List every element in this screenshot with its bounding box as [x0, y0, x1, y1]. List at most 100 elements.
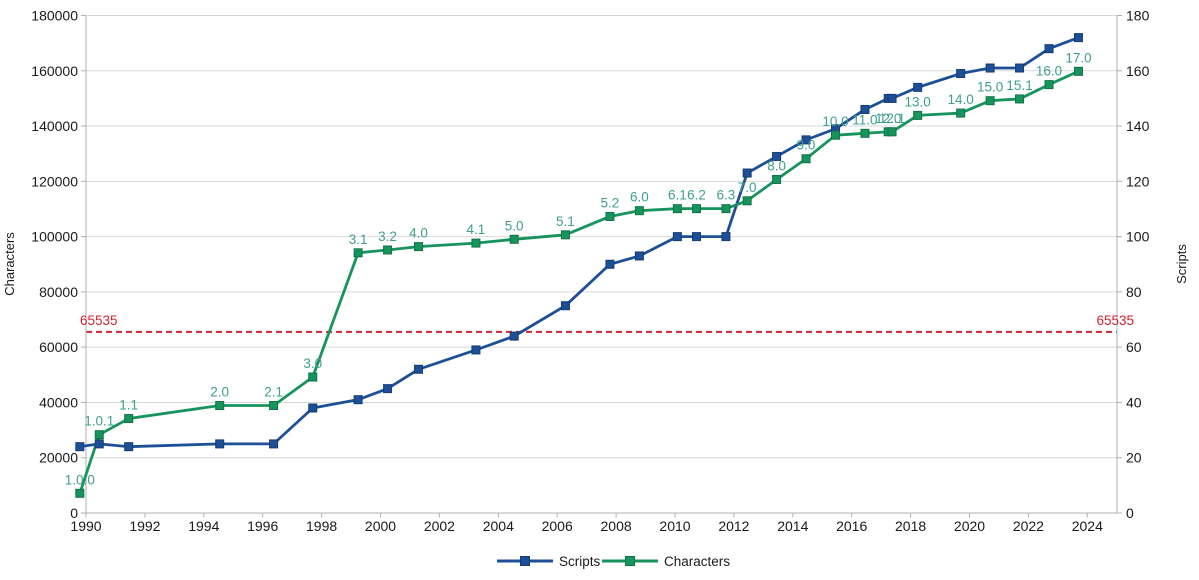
characters-marker	[308, 372, 318, 382]
y-left-tick-label: 140000	[31, 118, 78, 134]
characters-marker	[831, 130, 841, 140]
y-right-tick-label: 160	[1126, 63, 1150, 79]
characters-marker	[887, 127, 897, 137]
scripts-marker	[691, 232, 701, 242]
version-label: 16.0	[1036, 64, 1062, 79]
version-label: 3.2	[378, 229, 397, 244]
characters-marker	[383, 245, 393, 255]
x-tick-label: 2000	[365, 518, 396, 534]
scripts-marker	[913, 82, 923, 92]
y-right-tick-label: 120	[1126, 173, 1150, 189]
scripts-marker	[471, 345, 481, 355]
scripts-marker	[772, 151, 782, 161]
characters-marker	[985, 96, 995, 106]
version-label: 5.1	[556, 214, 575, 229]
characters-marker	[471, 238, 481, 248]
y-right-tick-label: 0	[1126, 505, 1134, 521]
characters-marker	[560, 230, 570, 240]
scripts-marker	[1073, 33, 1083, 43]
version-label: 1.1	[119, 398, 138, 413]
legend-characters-marker	[625, 556, 635, 566]
characters-marker	[269, 401, 279, 411]
reference-label-right: 65535	[1096, 313, 1134, 328]
characters-marker	[672, 204, 682, 214]
scripts-marker	[985, 63, 995, 73]
characters-marker	[1044, 80, 1054, 90]
y-left-tick-label: 40000	[39, 394, 78, 410]
x-tick-label: 2016	[836, 518, 867, 534]
scripts-marker	[215, 439, 225, 449]
scripts-marker	[742, 168, 752, 178]
version-label: 5.0	[505, 218, 524, 233]
reference-label-left: 65535	[80, 313, 118, 328]
x-tick-label: 2010	[659, 518, 690, 534]
x-tick-label: 2020	[954, 518, 985, 534]
characters-marker	[605, 211, 615, 221]
characters-marker	[353, 248, 363, 258]
scripts-marker	[634, 251, 644, 261]
version-label: 6.3	[717, 188, 736, 203]
legend-label-characters: Characters	[664, 554, 730, 569]
characters-marker	[913, 110, 923, 120]
characters-marker	[801, 154, 811, 164]
characters-marker	[956, 108, 966, 118]
scripts-marker	[605, 259, 615, 269]
characters-marker	[634, 206, 644, 216]
scripts-marker	[269, 439, 279, 449]
characters-marker	[215, 401, 225, 411]
version-label: 15.0	[977, 80, 1003, 95]
characters-marker	[94, 430, 104, 440]
x-tick-label: 2018	[895, 518, 926, 534]
x-tick-label: 2008	[601, 518, 632, 534]
y-left-tick-label: 60000	[39, 339, 78, 355]
scripts-marker	[308, 403, 318, 413]
x-tick-label: 2004	[483, 518, 514, 534]
x-tick-label: 1994	[188, 518, 219, 534]
scripts-marker	[956, 69, 966, 79]
version-label: 5.2	[601, 195, 620, 210]
scripts-marker	[560, 301, 570, 311]
characters-marker	[721, 204, 731, 214]
version-label: 1.0.0	[65, 472, 95, 487]
x-tick-label: 2024	[1072, 518, 1103, 534]
characters-marker	[742, 196, 752, 206]
scripts-marker	[94, 439, 104, 449]
scripts-marker	[383, 384, 393, 394]
x-tick-label: 1996	[247, 518, 278, 534]
version-label: 3.0	[303, 356, 322, 371]
x-tick-label: 2014	[777, 518, 808, 534]
version-label: 9.0	[797, 138, 816, 153]
y-left-tick-label: 160000	[31, 63, 78, 79]
characters-marker	[1073, 66, 1083, 76]
y-left-tick-label: 120000	[31, 173, 78, 189]
version-label: 7.0	[738, 180, 757, 195]
scripts-marker	[887, 93, 897, 103]
scripts-marker	[1044, 44, 1054, 54]
y-right-tick-label: 180	[1126, 8, 1150, 24]
y-right-tick-label: 80	[1126, 284, 1142, 300]
scripts-marker	[801, 135, 811, 145]
scripts-marker	[721, 232, 731, 242]
legend-label-scripts: Scripts	[559, 554, 601, 569]
version-label: 14.0	[948, 92, 974, 107]
characters-line	[78, 69, 1080, 495]
version-label: 2.0	[210, 385, 229, 400]
x-tick-label: 2012	[718, 518, 749, 534]
characters-marker	[860, 128, 870, 138]
y-left-tick-label: 180000	[31, 8, 78, 24]
version-label: 6.0	[630, 190, 649, 205]
legend-scripts-marker	[520, 556, 530, 566]
y-right-tick-label: 60	[1126, 339, 1142, 355]
x-tick-label: 1992	[129, 518, 160, 534]
characters-marker	[509, 234, 519, 244]
version-label: 3.1	[349, 232, 368, 247]
y-left-axis-title: Characters	[2, 232, 17, 296]
scripts-marker	[124, 442, 134, 452]
version-label: 11.0	[852, 112, 877, 127]
y-right-tick-label: 40	[1126, 394, 1142, 410]
x-tick-label: 2002	[424, 518, 455, 534]
version-label: 12.1	[879, 111, 905, 126]
y-left-tick-label: 20000	[39, 450, 78, 466]
